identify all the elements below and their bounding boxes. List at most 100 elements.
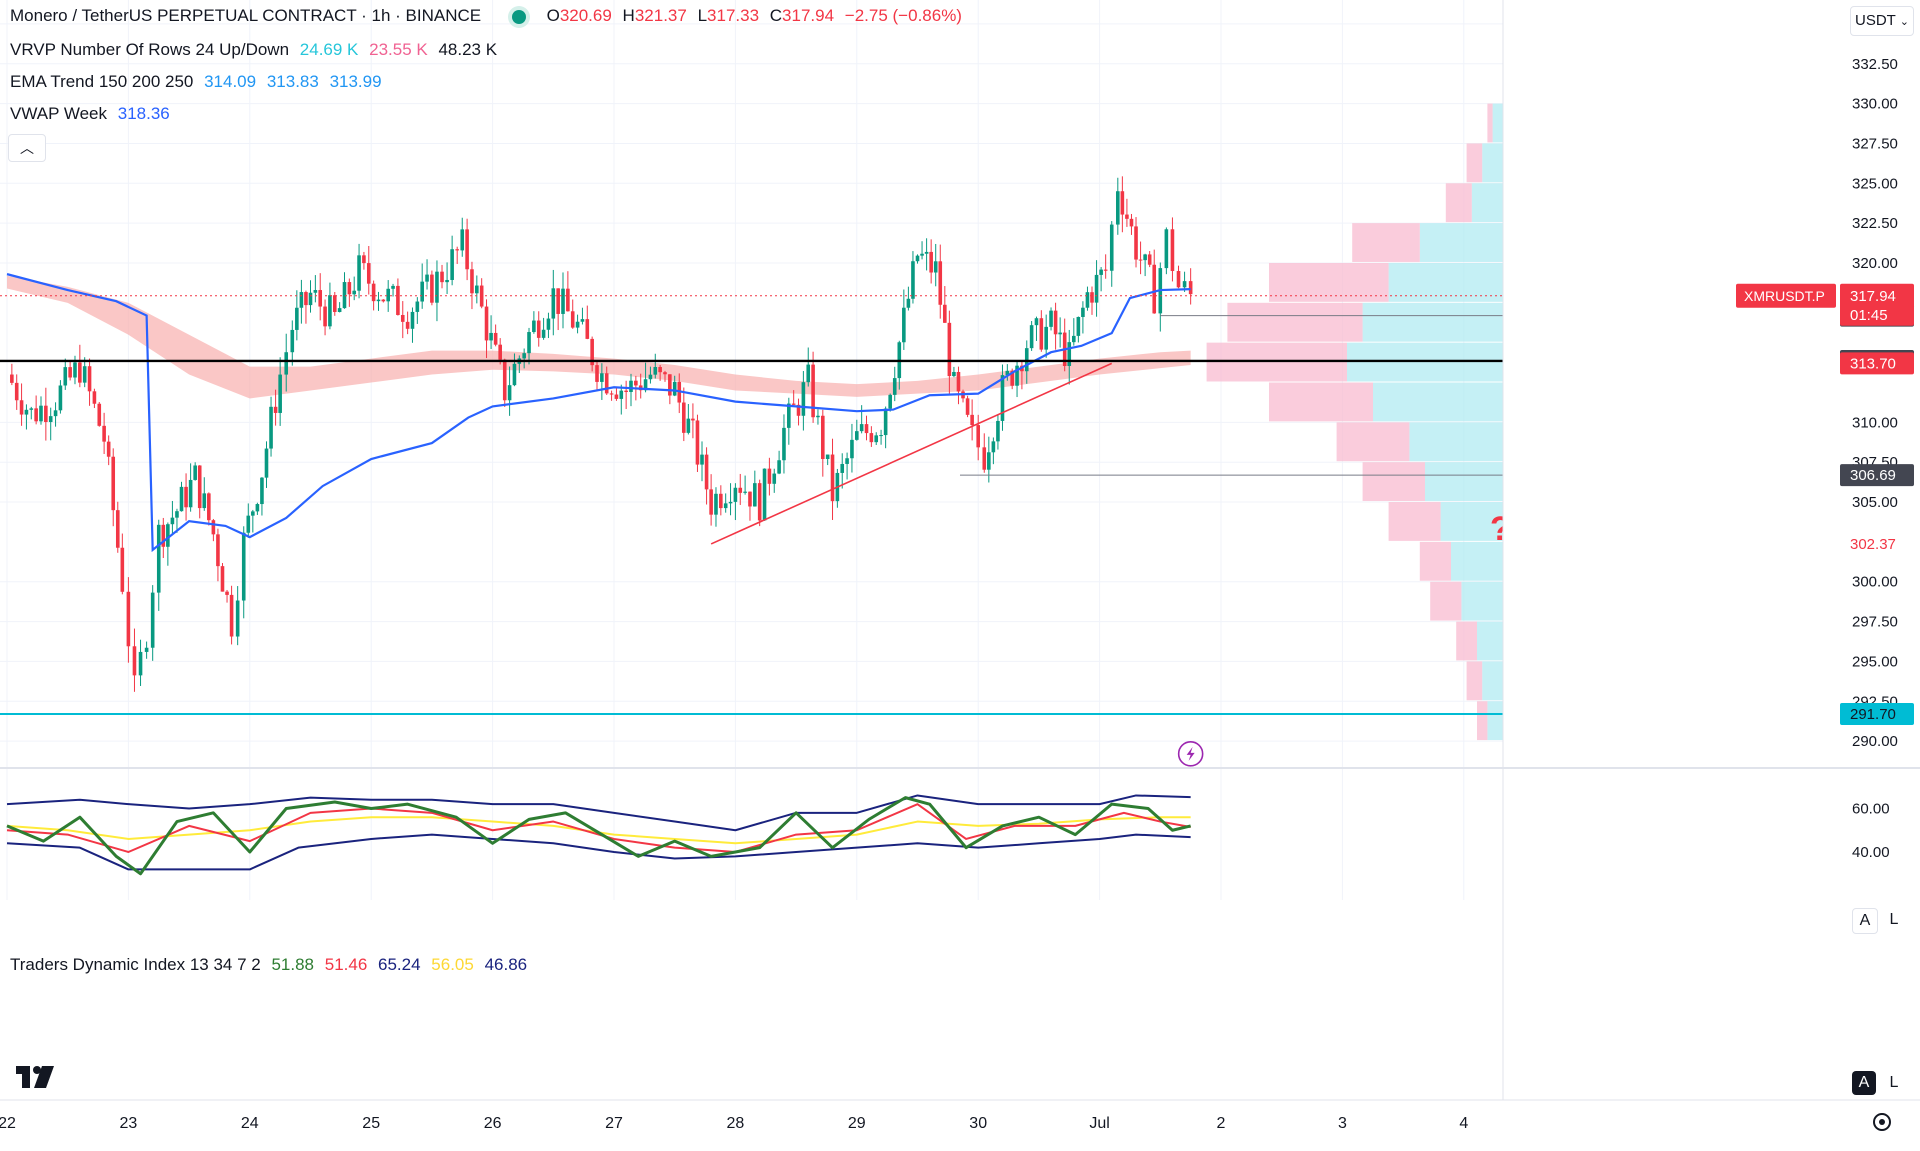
candle-body (902, 307, 906, 343)
candle-body (299, 292, 304, 308)
candle-body (976, 425, 980, 448)
candle-body (193, 465, 197, 480)
candle-body (738, 487, 743, 493)
candle-body (1090, 292, 1094, 303)
candle-body (435, 271, 439, 303)
candle-body (251, 511, 255, 516)
auto-scale-button[interactable]: A (1852, 908, 1878, 934)
price-axis-bg (1503, 0, 1920, 1151)
volume-profile-up-bar (1477, 621, 1503, 661)
volume-profile-down-bar (1352, 223, 1420, 262)
tdi-auto-scale-label: A (1858, 1074, 1870, 1091)
candle-body (719, 493, 723, 509)
price-tick-label: 310.00 (1852, 414, 1898, 431)
price-tick-label: 330.00 (1852, 96, 1898, 113)
candle-body (686, 418, 691, 433)
candle-body (144, 647, 149, 652)
volume-profile-down-bar (1336, 422, 1410, 462)
collapse-legend-button[interactable]: ︿ (8, 134, 46, 162)
candle-body (475, 285, 479, 294)
candle-body (420, 281, 424, 302)
candle-body (767, 468, 772, 484)
candle-body (1010, 370, 1014, 386)
tdi-log-scale-button[interactable]: L (1882, 1071, 1906, 1095)
candle-body (920, 253, 924, 256)
chevron-down-icon: ⌄ (1899, 16, 1909, 28)
candle-body (188, 479, 193, 508)
vwap-legend[interactable]: VWAP Week 318.36 (10, 104, 176, 124)
tdi-legend[interactable]: Traders Dynamic Index 13 34 7 2 51.88 51… (10, 955, 533, 975)
candle-body (987, 452, 991, 470)
candle-body (184, 486, 188, 508)
candle-body (138, 651, 143, 676)
tdi-signal-yellow (6, 816, 1191, 845)
candle-body (318, 290, 323, 307)
logo-shape-c (34, 1066, 54, 1088)
volume-profile-up-bar (1362, 302, 1503, 342)
candle-body (415, 301, 420, 312)
price-tag-302-text: 302.37 (1850, 536, 1896, 553)
open-label: O (546, 6, 560, 25)
candle-body (1188, 281, 1193, 295)
candle-body (772, 473, 777, 484)
volume-profile-down-bar (1227, 302, 1363, 342)
candle-body (874, 435, 879, 443)
trendline (710, 362, 1113, 545)
candle-body (264, 448, 269, 478)
candle-body (362, 255, 366, 264)
candle-body (888, 394, 892, 409)
volume-profile-up-bar (1451, 541, 1503, 581)
logo-shape-b (33, 1066, 41, 1074)
candle-body (1076, 316, 1081, 336)
candle-body (624, 390, 628, 392)
candle-body (92, 391, 97, 404)
vrvp-legend[interactable]: VRVP Number Of Rows 24 Up/Down 24.69 K 2… (10, 40, 503, 60)
candle-body (376, 299, 381, 302)
vrvp-up: 24.69 K (299, 40, 359, 59)
candle-body (929, 251, 933, 273)
candle-body (522, 353, 526, 359)
vwap-label: VWAP Week (10, 104, 107, 123)
price-tag-306-text: 306.69 (1850, 467, 1896, 484)
low-value: 317.33 (707, 6, 760, 25)
candle-body (405, 321, 410, 329)
time-tick-label: 23 (120, 1115, 138, 1132)
candle-body (161, 524, 166, 547)
candle-body (825, 454, 830, 460)
candle-body (1081, 307, 1085, 317)
candle-body (879, 435, 883, 437)
time-tick-label: 30 (969, 1115, 987, 1132)
tdi-auto-scale-button[interactable]: A (1852, 1071, 1876, 1095)
ema-v1: 314.09 (204, 72, 257, 91)
candle-body (1176, 271, 1181, 288)
candle-body (943, 304, 947, 323)
log-scale-button[interactable]: L (1882, 908, 1906, 932)
volume-profile-up-bar (1409, 422, 1503, 462)
price-tick-label: 305.00 (1852, 494, 1898, 511)
ema-legend[interactable]: EMA Trend 150 200 250 314.09 313.83 313.… (10, 72, 388, 92)
candle-body (371, 283, 376, 302)
candle-body (714, 493, 718, 515)
last-price-text: 317.94 (1850, 288, 1896, 305)
candle-body (811, 364, 815, 418)
symbol-title[interactable]: Monero / TetherUS PERPETUAL CONTRACT · 1… (10, 6, 482, 25)
candle-body (1129, 218, 1134, 227)
candle-body (1029, 325, 1034, 349)
candle-body (595, 365, 599, 382)
candle-body (235, 600, 240, 637)
tdi-rsi-green (6, 796, 1191, 876)
candle-body (947, 322, 952, 377)
volume-profile-down-bar (1456, 621, 1477, 661)
candle-body (39, 405, 43, 422)
tradingview-logo (16, 1066, 54, 1088)
volume-profile-down-bar (1388, 502, 1441, 541)
currency-dropdown[interactable]: USDT ⌄ (1850, 6, 1914, 36)
candle-body (580, 319, 585, 322)
vrvp-down: 23.55 K (369, 40, 428, 59)
volume-profile-up-bar (1487, 701, 1503, 741)
candle-body (1044, 326, 1048, 350)
price-tag-306 (1840, 464, 1914, 487)
candle-body (332, 295, 337, 312)
candle-body (63, 367, 68, 386)
